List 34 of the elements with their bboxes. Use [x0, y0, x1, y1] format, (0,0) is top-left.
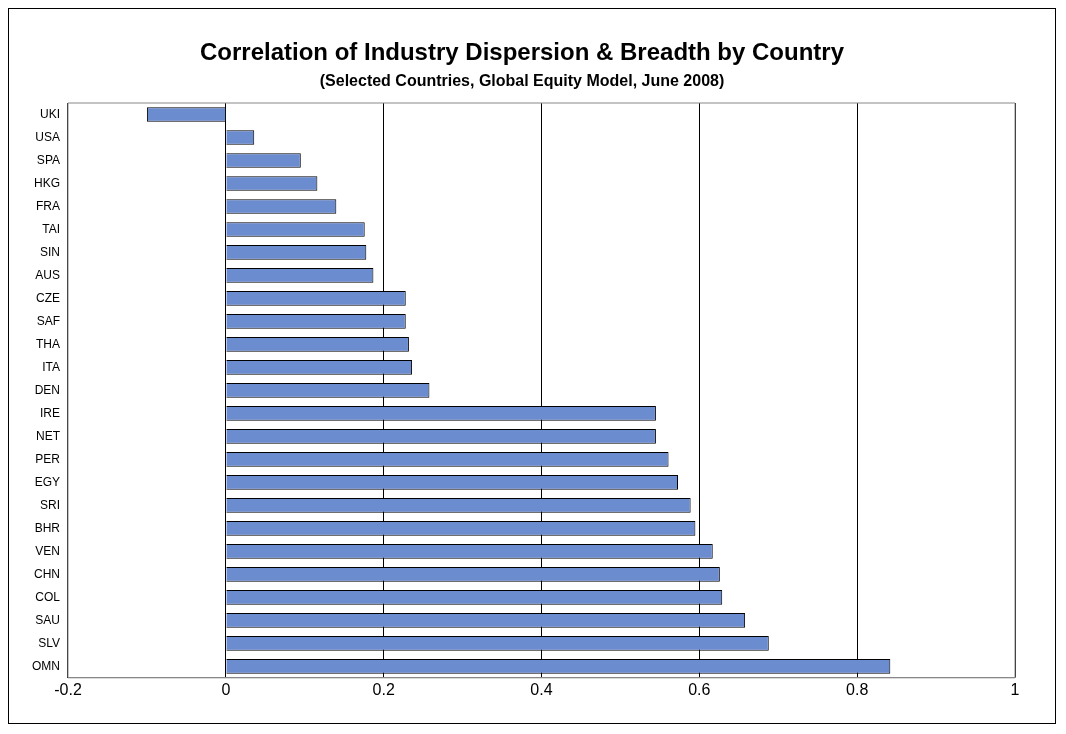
- x-tick-label: -0.2: [54, 680, 82, 698]
- y-tick-label: SPA: [36, 152, 60, 167]
- y-tick-label: THA: [36, 336, 60, 351]
- y-tick-label: BHR: [34, 520, 61, 535]
- y-tick-label: SIN: [39, 244, 60, 259]
- y-tick-label: COL: [35, 589, 61, 604]
- y-tick-label: NET: [36, 428, 61, 443]
- y-tick-label: SAF: [36, 313, 60, 328]
- y-tick-label: CZE: [36, 290, 60, 305]
- y-tick-label: DEN: [34, 382, 60, 397]
- y-tick-label: ITA: [42, 359, 60, 374]
- y-tick-label: PER: [35, 451, 61, 466]
- y-tick-label: AUS: [35, 267, 60, 282]
- y-tick-label: TAI: [42, 221, 60, 236]
- x-tick-label: 0.6: [688, 680, 711, 698]
- y-tick-label: SLV: [38, 635, 60, 650]
- x-tick-label: 0.8: [846, 680, 869, 698]
- y-tick-label: CHN: [34, 566, 60, 581]
- y-tick-label: SAU: [35, 612, 60, 627]
- x-tick-label: 0.2: [372, 680, 395, 698]
- y-tick-label: EGY: [34, 474, 60, 489]
- y-tick-label: VEN: [35, 543, 60, 558]
- chart-title: Correlation of Industry Dispersion & Breadth by Country: [199, 38, 845, 66]
- y-tick-label: UKI: [39, 106, 60, 121]
- x-tick-label: 1: [1010, 680, 1020, 698]
- y-tick-label: HKG: [33, 175, 60, 190]
- x-tick-label: 0: [221, 680, 231, 698]
- x-tick-label: 0.4: [530, 680, 553, 698]
- chart-subtitle: (Selected Countries, Global Equity Model, June 2008): [319, 71, 725, 89]
- y-tick-label: USA: [35, 129, 60, 144]
- y-tick-label: SRI: [39, 497, 60, 512]
- y-tick-label: OMN: [32, 658, 60, 673]
- y-tick-label: IRE: [39, 405, 60, 420]
- y-tick-label: FRA: [36, 198, 60, 213]
